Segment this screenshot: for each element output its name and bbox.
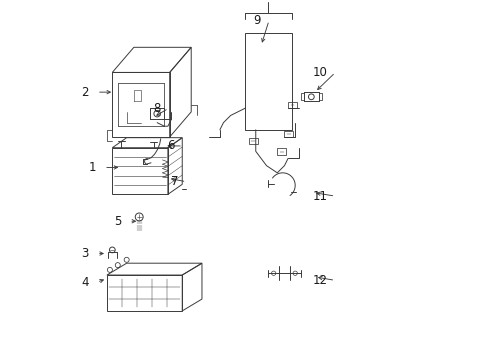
- Text: 2: 2: [81, 86, 89, 99]
- Text: 5: 5: [114, 215, 122, 228]
- Text: 3: 3: [82, 247, 89, 260]
- Text: 4: 4: [81, 276, 89, 289]
- Text: 11: 11: [313, 190, 327, 203]
- Text: 6: 6: [168, 139, 175, 152]
- Text: 7: 7: [171, 175, 179, 188]
- Text: 8: 8: [153, 102, 161, 115]
- Text: 10: 10: [313, 66, 327, 79]
- Text: 9: 9: [254, 14, 261, 27]
- Text: 12: 12: [313, 274, 327, 287]
- Text: 1: 1: [89, 161, 96, 174]
- Bar: [245, 33, 292, 130]
